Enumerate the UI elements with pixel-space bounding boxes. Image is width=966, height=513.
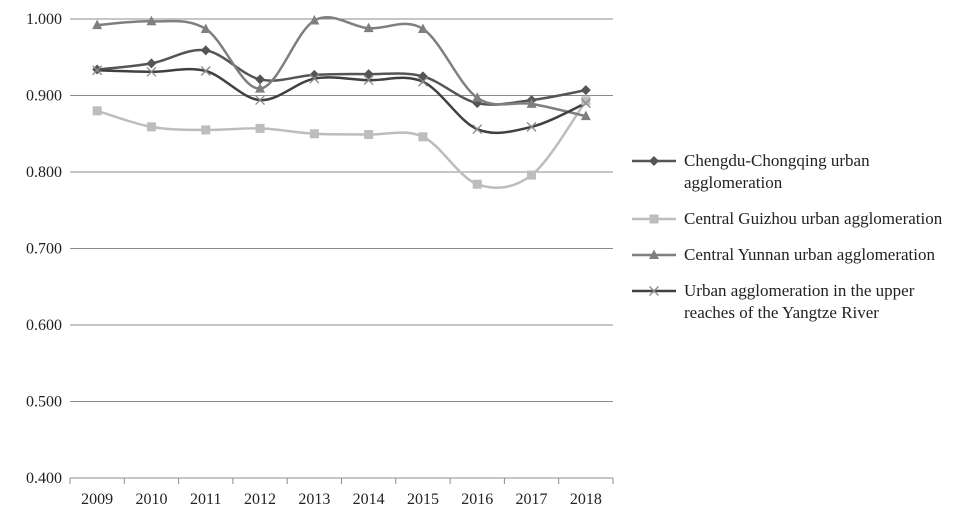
axes bbox=[69, 477, 614, 484]
data-point bbox=[581, 96, 591, 106]
legend-swatch bbox=[632, 286, 676, 296]
data-point bbox=[472, 179, 482, 189]
data-point bbox=[417, 23, 428, 33]
data-point bbox=[200, 23, 211, 33]
data-point bbox=[363, 75, 374, 86]
series-line bbox=[97, 16, 587, 118]
data-point bbox=[309, 73, 320, 84]
x-tick-labels: 2009 2010 2011 2012 2013 2014 2015 2016 2017 2018 bbox=[81, 491, 602, 508]
data-point bbox=[146, 58, 157, 69]
legend-marker bbox=[649, 214, 659, 224]
x-tick-label: 2018 bbox=[570, 491, 602, 508]
legend-label: Central Yunnan urban agglomeration bbox=[684, 245, 935, 264]
data-point bbox=[92, 19, 103, 30]
x-tick-label: 2014 bbox=[353, 491, 385, 508]
gridlines bbox=[70, 18, 613, 402]
y-tick-label: 0.800 bbox=[26, 164, 62, 181]
x-tick-label: 2016 bbox=[461, 491, 493, 508]
legend-swatch bbox=[632, 249, 676, 259]
data-point bbox=[580, 110, 591, 121]
data-point bbox=[472, 92, 483, 102]
legend: Chengdu-Chongqing urban agglomeration Cen… bbox=[630, 150, 966, 338]
x-tick-label: 2011 bbox=[190, 491, 221, 508]
series-lines bbox=[96, 16, 587, 190]
legend-swatch bbox=[632, 156, 676, 166]
data-point bbox=[92, 65, 103, 76]
legend-item: Urban agglomeration in the upper reaches… bbox=[630, 280, 966, 324]
data-point bbox=[363, 69, 374, 80]
data-point bbox=[364, 130, 374, 140]
data-point bbox=[146, 15, 157, 26]
data-point bbox=[363, 22, 374, 33]
legend-item: Chengdu-Chongqing urban agglomeration bbox=[630, 150, 966, 194]
data-point bbox=[200, 45, 211, 56]
data-point bbox=[146, 122, 156, 132]
data-point bbox=[309, 69, 320, 80]
data-point bbox=[472, 124, 483, 135]
x-tick-label: 2010 bbox=[135, 491, 167, 508]
data-point bbox=[200, 66, 211, 76]
data-point bbox=[526, 98, 537, 108]
x-tick-label: 2015 bbox=[407, 491, 439, 508]
data-point bbox=[255, 83, 266, 93]
data-point bbox=[527, 170, 537, 180]
legend-marker bbox=[649, 286, 659, 296]
legend-marker bbox=[649, 249, 659, 259]
series-line bbox=[97, 67, 587, 135]
data-point bbox=[255, 74, 266, 85]
x-tick-label: 2013 bbox=[298, 491, 330, 508]
data-point bbox=[201, 125, 211, 135]
data-point bbox=[418, 132, 428, 142]
data-point bbox=[526, 121, 537, 132]
legend-label: Urban agglomeration in the upper reaches… bbox=[684, 281, 915, 322]
data-point bbox=[146, 66, 157, 77]
y-tick-label: 0.900 bbox=[26, 88, 62, 105]
legend-marker bbox=[649, 156, 659, 166]
legend-label: Central Guizhou urban agglomeration bbox=[684, 209, 943, 228]
data-point bbox=[255, 123, 265, 133]
y-tick-label: 0.600 bbox=[26, 317, 62, 334]
data-point bbox=[255, 95, 266, 106]
y-tick-label: 1.000 bbox=[26, 11, 62, 28]
y-tick-labels: 0.400 0.500 0.600 0.700 0.800 0.900 1.000 bbox=[26, 11, 62, 487]
legend-item: Central Yunnan urban agglomeration bbox=[630, 244, 966, 266]
x-tick-label: 2017 bbox=[516, 491, 548, 508]
data-point bbox=[580, 85, 591, 96]
data-point bbox=[580, 98, 591, 109]
x-tick-label: 2012 bbox=[244, 491, 276, 508]
series-markers bbox=[92, 15, 591, 189]
x-tick-label: 2009 bbox=[81, 491, 113, 508]
y-tick-label: 0.400 bbox=[26, 470, 62, 487]
y-tick-label: 0.700 bbox=[26, 241, 62, 258]
legend-swatch bbox=[632, 214, 676, 224]
legend-label: Chengdu-Chongqing urban agglomeration bbox=[684, 151, 870, 192]
y-tick-label: 0.500 bbox=[26, 394, 62, 411]
data-point bbox=[417, 76, 428, 87]
legend-item: Central Guizhou urban agglomeration bbox=[630, 208, 966, 230]
data-point bbox=[309, 15, 320, 25]
data-point bbox=[309, 129, 319, 139]
series-line bbox=[96, 100, 587, 190]
data-point bbox=[92, 106, 102, 116]
